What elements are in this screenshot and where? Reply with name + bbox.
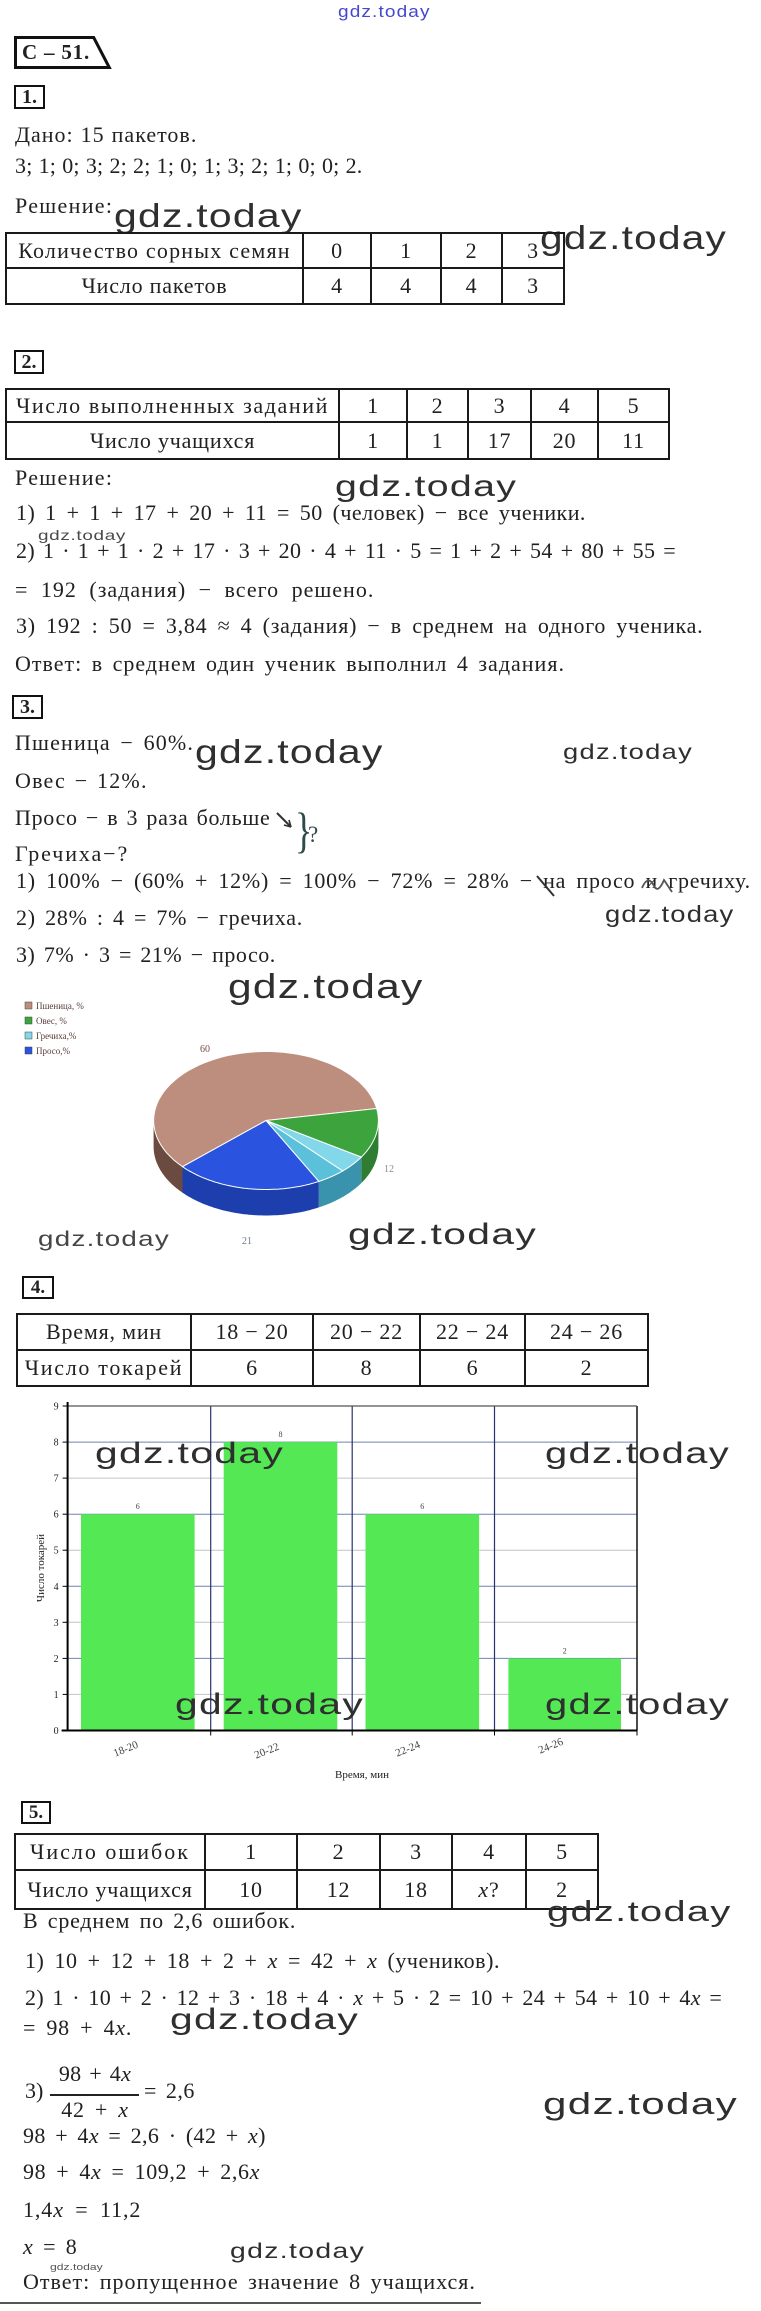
svg-text:22-24: 22-24 xyxy=(394,1739,423,1760)
svg-text:20-22: 20-22 xyxy=(253,1741,281,1762)
svg-text:4: 4 xyxy=(54,1582,59,1593)
svg-text:Число токарей: Число токарей xyxy=(35,1534,47,1602)
svg-text:12: 12 xyxy=(384,1164,394,1175)
svg-text:Время, мин: Время, мин xyxy=(335,1769,389,1781)
svg-text:Гречиха,%: Гречиха,% xyxy=(36,1031,77,1041)
svg-text:2: 2 xyxy=(563,1646,567,1655)
svg-text:9: 9 xyxy=(54,1402,59,1413)
svg-text:24-26: 24-26 xyxy=(537,1736,566,1757)
svg-text:Просо,%: Просо,% xyxy=(36,1046,70,1056)
svg-text:18-20: 18-20 xyxy=(112,1739,141,1760)
svg-text:8: 8 xyxy=(54,1438,59,1449)
svg-text:5: 5 xyxy=(54,1546,59,1557)
svg-text:0: 0 xyxy=(54,1726,59,1737)
svg-text:3: 3 xyxy=(54,1618,59,1629)
svg-text:7: 7 xyxy=(54,1474,59,1485)
svg-text:Овес, %: Овес, % xyxy=(36,1016,67,1026)
svg-text:2: 2 xyxy=(54,1654,59,1665)
svg-text:6: 6 xyxy=(420,1502,424,1511)
svg-text:6: 6 xyxy=(54,1510,59,1521)
svg-text:8: 8 xyxy=(279,1430,283,1439)
svg-text:21: 21 xyxy=(242,1236,252,1247)
svg-text:60: 60 xyxy=(200,1044,210,1055)
svg-text:6: 6 xyxy=(136,1502,140,1511)
svg-text:Пшеница, %: Пшеница, % xyxy=(36,1001,84,1011)
svg-text:1: 1 xyxy=(54,1690,59,1701)
